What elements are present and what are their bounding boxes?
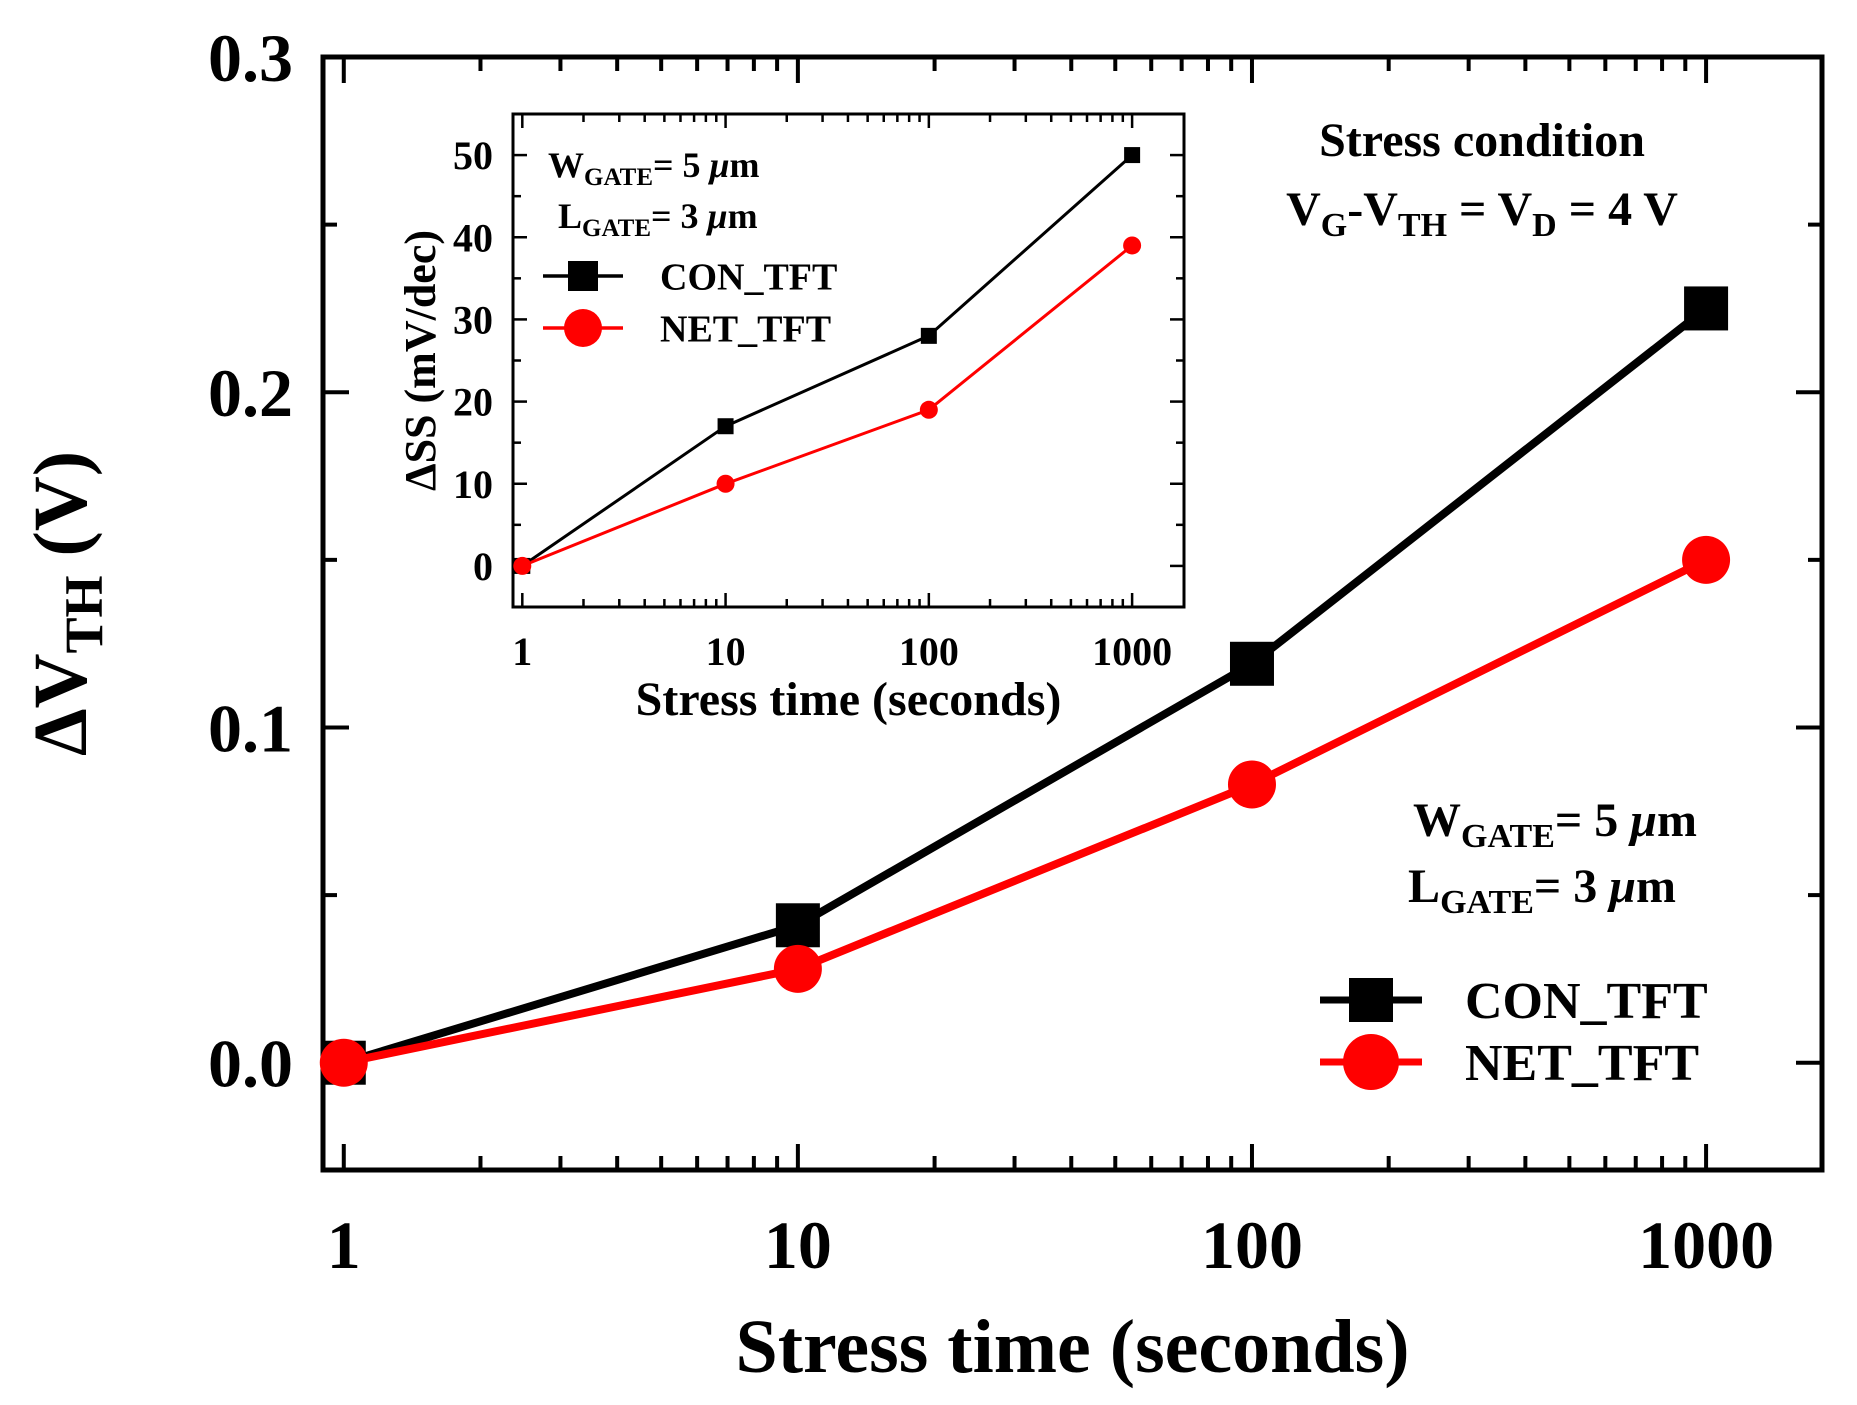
main-ytick-label: 0.2	[208, 355, 293, 431]
inset-xtick-label: 100	[899, 629, 959, 674]
inset-ytick-label: 30	[453, 297, 493, 342]
main-point-net_tft-1000	[1682, 535, 1731, 584]
main-legend-marker-con_tft	[1349, 978, 1393, 1022]
inset-ytick-label: 40	[453, 215, 493, 260]
main-ytick-label: 0.0	[208, 1026, 293, 1102]
main-xaxis-title: Stress time (seconds)	[735, 1305, 1409, 1389]
inset-legend-marker-con_tft	[568, 261, 598, 291]
main-line-con_tft	[342, 305, 1709, 1067]
main-xtick-label: 10	[764, 1207, 832, 1283]
inset-ytick-label: 50	[453, 133, 493, 178]
main-point-net_tft-100	[1227, 760, 1276, 809]
main-point-con_tft-10	[775, 903, 820, 948]
inset-yaxis-title: ΔSS (mV/dec)	[396, 230, 445, 491]
main-annotation-stress-eq: VG-VTH = VD = 4 V	[1286, 183, 1678, 244]
inset-ytick-label: 20	[453, 380, 493, 425]
inset-annotation-gate-w: WGATE= 5 μm	[548, 145, 760, 191]
inset-annotation-gate-l: LGATE= 3 μm	[558, 196, 758, 242]
main-annotation-stress-title: Stress condition	[1319, 114, 1645, 167]
inset-xaxis-title: Stress time (seconds)	[636, 673, 1062, 726]
inset-point-net_tft-10	[716, 474, 735, 493]
inset-ytick-label: 10	[453, 462, 493, 507]
main-point-net_tft-10	[773, 944, 822, 993]
inset-point-net_tft-1	[513, 556, 532, 575]
inset-xtick-label: 1	[512, 629, 532, 674]
main-annotation-gate-l: LGATE= 3 μm	[1408, 860, 1676, 921]
inset-point-con_tft-10	[717, 418, 734, 435]
main-point-con_tft-100	[1229, 641, 1274, 686]
main-legend-marker-net_tft	[1343, 1034, 1399, 1090]
main-ytick-label: 0.3	[208, 20, 293, 96]
inset-line-net_tft	[521, 244, 1134, 568]
inset-line-con_tft	[521, 153, 1134, 568]
inset-point-con_tft-100	[920, 327, 937, 344]
inset-xtick-label: 10	[706, 629, 746, 674]
inset-legend-marker-net_tft	[564, 309, 602, 347]
main-yaxis-title: ΔVTH (V)	[19, 451, 114, 756]
main-xtick-label: 100	[1201, 1207, 1303, 1283]
inset-point-con_tft-1000	[1124, 147, 1141, 164]
inset-point-net_tft-100	[919, 400, 938, 419]
main-legend-label-con_tft: CON_TFT	[1465, 973, 1708, 1030]
main-ytick-label: 0.1	[208, 690, 293, 766]
inset-legend-label-con_tft: CON_TFT	[660, 256, 837, 298]
inset-xtick-label: 1000	[1092, 629, 1172, 674]
main-annotation-gate-w: WGATE= 5 μm	[1413, 794, 1697, 855]
inset-legend-label-net_tft: NET_TFT	[660, 308, 831, 350]
main-xtick-label: 1	[327, 1207, 361, 1283]
main-point-net_tft-1	[319, 1038, 368, 1087]
inset-point-net_tft-1000	[1123, 236, 1142, 255]
main-point-con_tft-1000	[1684, 286, 1729, 331]
inset-plot: 0 10 20 30 40 50 1 10 100 1000 Stress time (second…	[396, 112, 1186, 726]
inset-ytick-label: 0	[473, 544, 493, 589]
main-xtick-label: 1000	[1638, 1207, 1774, 1283]
main-line-net_tft	[342, 556, 1708, 1067]
main-legend-label-net_tft: NET_TFT	[1465, 1035, 1699, 1092]
